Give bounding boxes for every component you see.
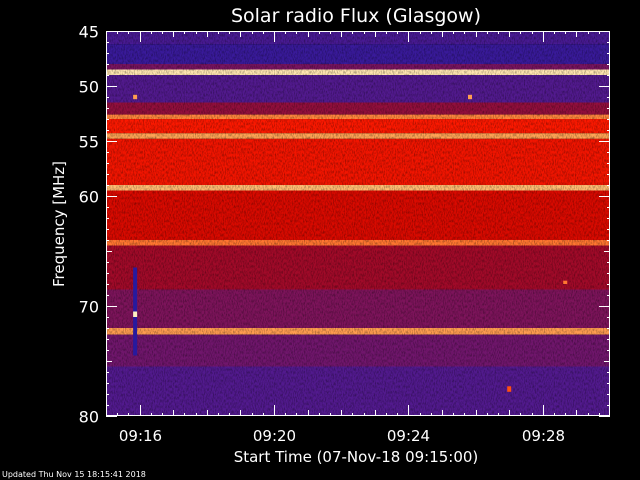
y-tick-label: 80 <box>79 408 99 427</box>
x-axis: 09:16 09:20 09:24 09:28 <box>117 31 600 445</box>
y-tick-label: 55 <box>79 133 99 152</box>
y-tick-label: 50 <box>79 78 99 97</box>
burst-mark <box>563 280 568 284</box>
x-tick-label: 09:28 <box>522 427 565 445</box>
x-axis-label: Start Time (07-Nov-18 09:15:00) <box>234 448 479 466</box>
burst-mark <box>133 94 138 100</box>
burst-mark <box>507 386 512 392</box>
y-tick-label: 70 <box>79 298 99 317</box>
x-tick-label: 09:16 <box>119 427 162 445</box>
plot-frame <box>106 31 610 416</box>
spectrogram-chart: Solar radio Flux (Glasgow) 09:16 09:20 09:… <box>50 5 610 466</box>
burst-layer <box>133 94 568 392</box>
texture-overlay <box>106 31 610 416</box>
updated-timestamp: Updated Thu Nov 15 18:15:41 2018 <box>2 470 146 479</box>
x-tick-label: 09:24 <box>387 427 430 445</box>
y-axis-label: Frequency [MHz] <box>50 161 68 287</box>
chart-title: Solar radio Flux (Glasgow) <box>231 5 481 27</box>
y-axis: 45 50 55 60 70 80 <box>79 23 610 427</box>
y-tick-label: 45 <box>79 23 99 42</box>
x-tick-label: 09:20 <box>253 427 296 445</box>
burst-mark <box>133 311 138 317</box>
burst-mark <box>468 94 472 100</box>
y-tick-label: 60 <box>79 188 99 207</box>
